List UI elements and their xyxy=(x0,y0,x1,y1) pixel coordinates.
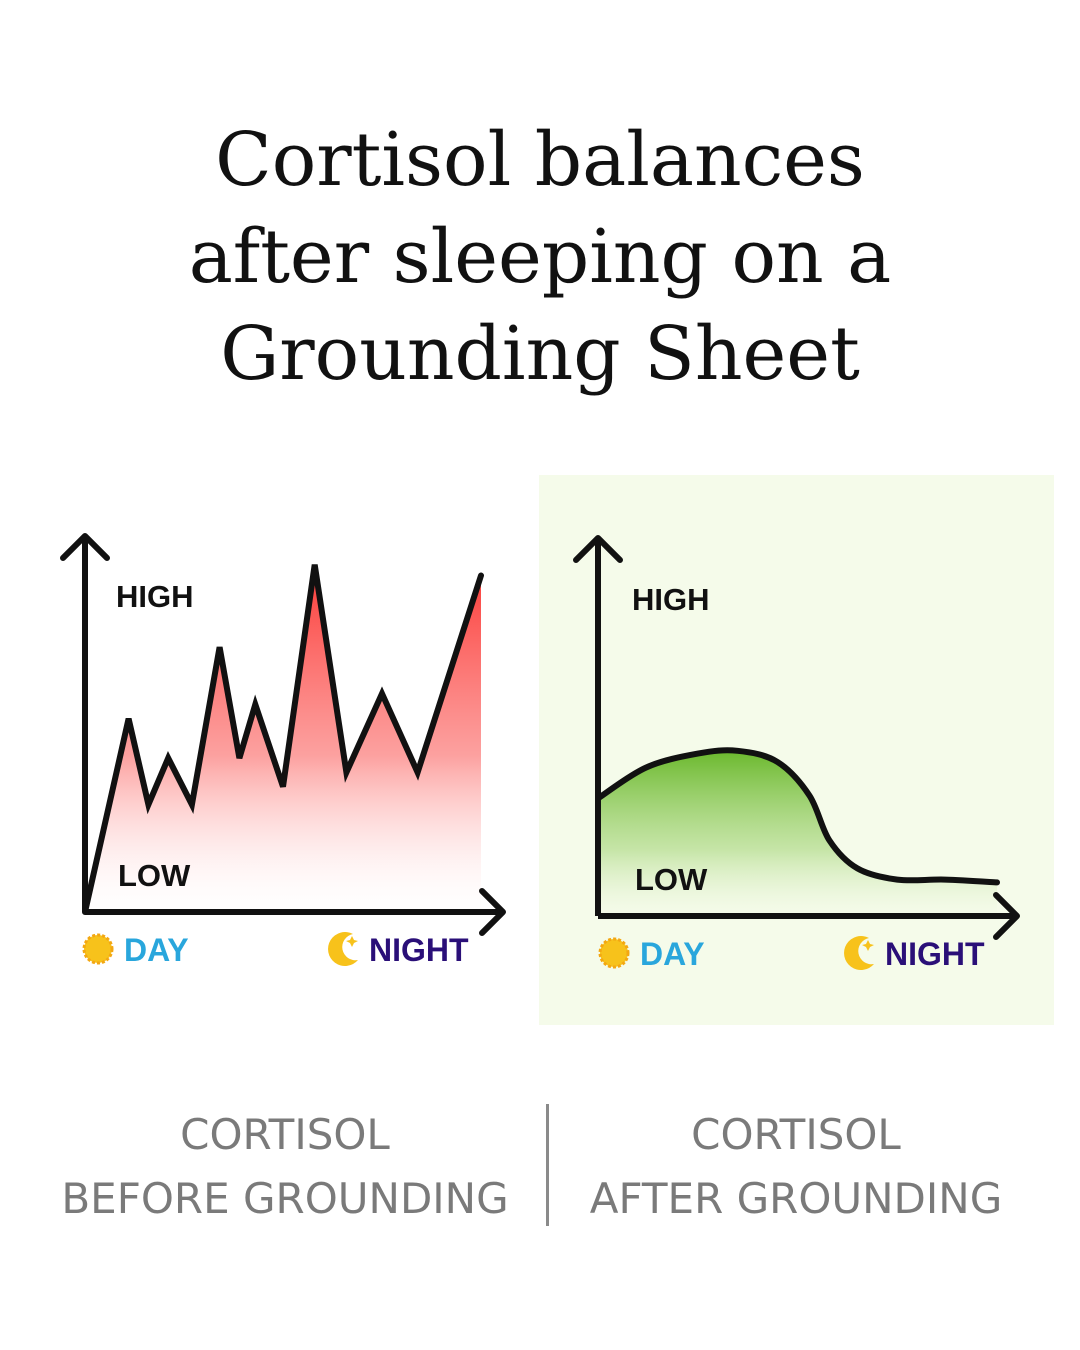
moon-icon xyxy=(328,932,358,967)
before-x-axis-arrow xyxy=(479,888,506,936)
after-y-label-low: LOW xyxy=(635,862,708,897)
title-line-2: after sleeping on a xyxy=(188,214,892,300)
before-caption-line-1: CORTISOL xyxy=(180,1110,390,1159)
after-caption-line-1: CORTISOL xyxy=(691,1110,901,1159)
before-x-label-day: DAY xyxy=(124,932,189,968)
after-y-label-high: HIGH xyxy=(632,582,710,617)
before-area-fill xyxy=(85,564,481,912)
after-area-fill xyxy=(598,750,997,916)
after-series-line xyxy=(595,747,1000,886)
page-title: Cortisol balances after sleeping on a Gr… xyxy=(90,112,990,403)
after-x-label-day: DAY xyxy=(640,936,705,972)
before-x-label-night: NIGHT xyxy=(369,932,469,968)
before-chart: HIGH LOW DAY NIGHT xyxy=(60,533,506,968)
before-y-axis-arrow xyxy=(60,533,110,561)
before-caption: CORTISOL BEFORE GROUNDING xyxy=(35,1103,535,1231)
after-x-label-night: NIGHT xyxy=(885,936,985,972)
before-y-label-low: LOW xyxy=(118,858,191,893)
after-caption-line-2: AFTER GROUNDING xyxy=(589,1174,1003,1223)
after-chart-panel xyxy=(539,475,1054,1025)
after-caption: CORTISOL AFTER GROUNDING xyxy=(546,1103,1046,1231)
before-series-line xyxy=(82,564,484,915)
after-x-axis-arrow xyxy=(993,892,1020,940)
before-y-label-high: HIGH xyxy=(116,579,194,614)
sun-icon xyxy=(598,937,630,969)
title-line-1: Cortisol balances xyxy=(215,117,865,203)
after-chart: HIGH LOW DAY NIGHT xyxy=(573,535,1020,972)
after-y-axis-arrow xyxy=(573,535,623,563)
before-caption-line-2: BEFORE GROUNDING xyxy=(61,1174,509,1223)
moon-icon xyxy=(844,936,874,971)
caption-divider xyxy=(546,1104,549,1226)
title-line-3: Grounding Sheet xyxy=(220,311,860,397)
sun-icon xyxy=(82,933,114,965)
